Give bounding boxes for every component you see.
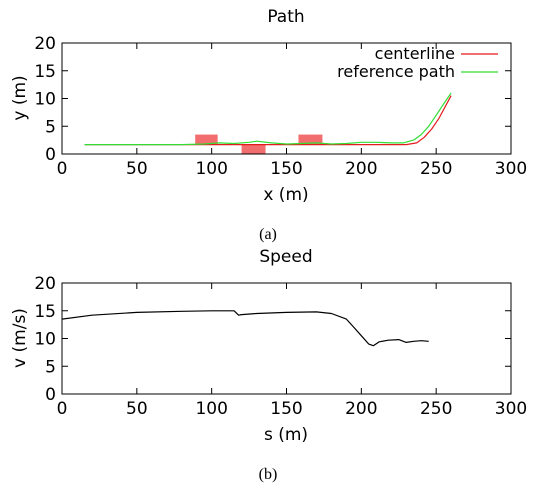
- x-tick-label: 150: [270, 159, 302, 179]
- plot-frame: [62, 283, 511, 394]
- y-tick-label: 5: [45, 357, 56, 377]
- x-tick-label: 100: [195, 399, 227, 419]
- reference-path-line: [85, 93, 452, 145]
- x-tick-label: 100: [195, 159, 227, 179]
- x-tick-label: 50: [126, 159, 148, 179]
- y-tick-label: 0: [45, 385, 56, 405]
- y-tick-label: 10: [34, 330, 56, 350]
- y-tick-label: 20: [34, 274, 56, 294]
- legend-label-centerline: centerline: [375, 44, 455, 63]
- x-tick-label: 300: [495, 399, 527, 419]
- x-axis-ticks: 0 50 100 150 200 250 300: [57, 43, 528, 179]
- x-axis-ticks: 0 50 100 150 200 250 300: [57, 283, 528, 419]
- x-tick-label: 200: [345, 399, 377, 419]
- y-tick-label: 15: [34, 302, 56, 322]
- centerline-line: [85, 96, 452, 145]
- speed-line: [62, 311, 429, 346]
- x-tick-label: 150: [270, 399, 302, 419]
- obstacle: [242, 145, 266, 154]
- chart-title: Speed: [259, 247, 312, 267]
- x-axis-label: s (m): [264, 425, 308, 445]
- y-tick-label: 5: [45, 117, 56, 137]
- x-tick-label: 0: [57, 159, 68, 179]
- x-tick-label: 250: [420, 159, 452, 179]
- x-tick-label: 200: [345, 159, 377, 179]
- caption-a: (a): [259, 226, 277, 243]
- path-chart: Path 0 50 100 150 200 250 300 0 5 10 15 20 x (m) y…: [10, 7, 527, 243]
- legend-label-reference-path: reference path: [337, 62, 455, 81]
- y-axis-label: v (m/s): [10, 308, 30, 368]
- x-tick-label: 50: [126, 399, 148, 419]
- y-tick-label: 15: [34, 62, 56, 82]
- x-tick-label: 250: [420, 399, 452, 419]
- x-axis-label: x (m): [263, 185, 308, 205]
- series-group: [85, 93, 452, 145]
- chart-title: Path: [267, 7, 304, 27]
- y-tick-label: 10: [34, 90, 56, 110]
- series-group: [62, 311, 429, 346]
- x-tick-label: 300: [495, 159, 527, 179]
- legend: centerline reference path: [337, 44, 498, 81]
- y-axis-ticks: 0 5 10 15 20: [34, 274, 511, 405]
- x-tick-label: 0: [57, 399, 68, 419]
- y-tick-label: 20: [34, 34, 56, 54]
- y-tick-label: 0: [45, 145, 56, 165]
- y-axis-label: y (m): [10, 75, 30, 120]
- caption-b: (b): [259, 466, 278, 483]
